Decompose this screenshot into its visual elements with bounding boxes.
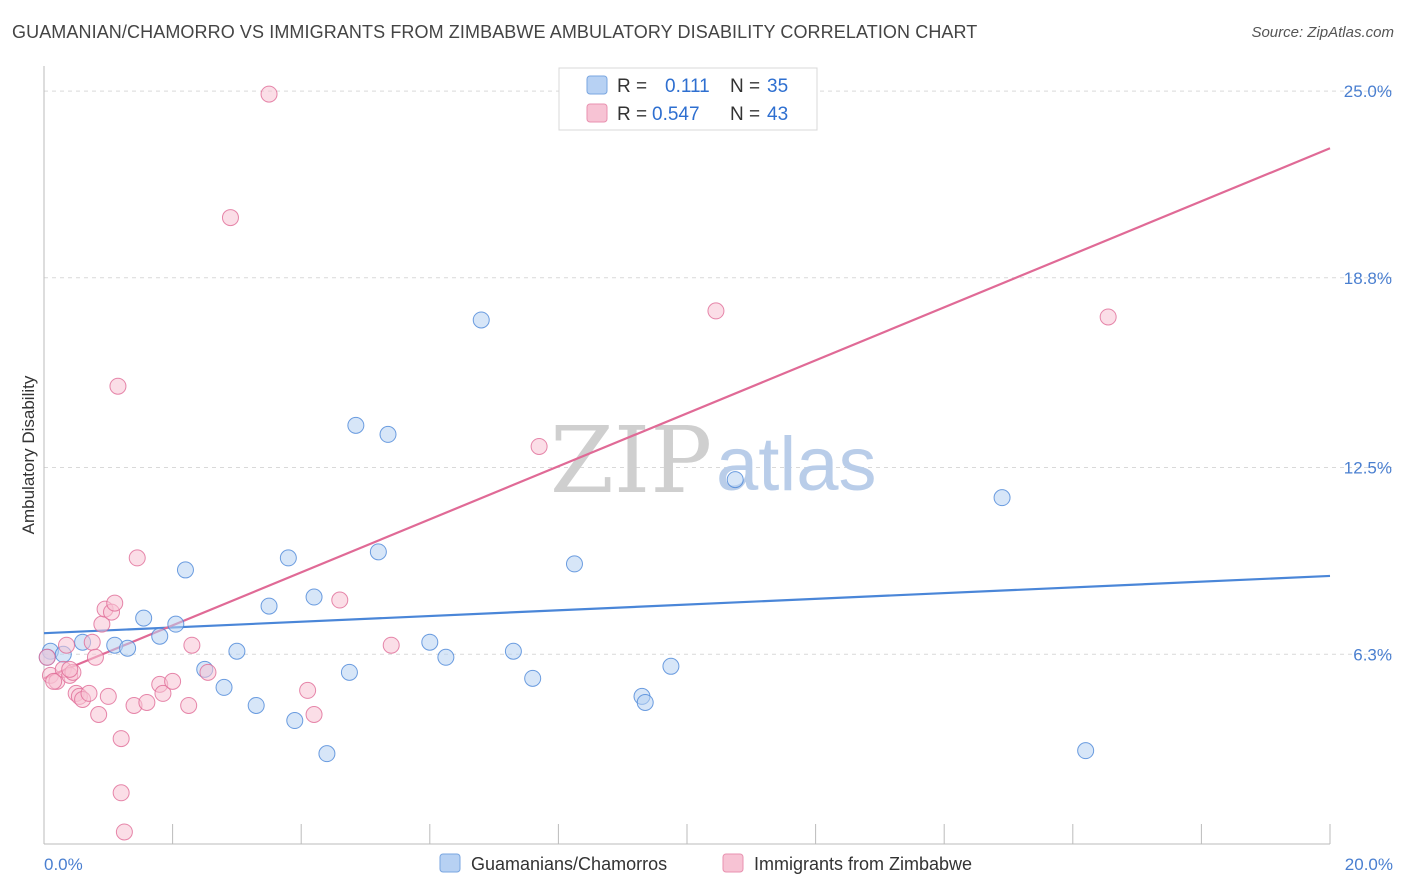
point-guamanian bbox=[347, 416, 365, 434]
point-zimbabwe bbox=[115, 823, 133, 841]
point-guamanian bbox=[279, 549, 297, 567]
point-zimbabwe bbox=[138, 693, 156, 711]
bottom-legend-label-guamanian: Guamanians/Chamorros bbox=[471, 854, 667, 874]
legend-n-value: 43 bbox=[767, 104, 788, 125]
point-guamanian bbox=[260, 597, 278, 615]
legend-n-label: N = bbox=[730, 104, 760, 125]
trend-line-zimbabwe bbox=[43, 147, 1331, 680]
point-zimbabwe bbox=[128, 549, 146, 567]
point-guamanian bbox=[305, 588, 323, 606]
point-zimbabwe bbox=[1099, 308, 1117, 326]
point-guamanian bbox=[228, 642, 246, 660]
point-zimbabwe bbox=[180, 696, 198, 714]
point-guamanian bbox=[472, 311, 490, 329]
legend-r-value: 0.547 bbox=[652, 104, 700, 125]
x-tick-label: 0.0% bbox=[44, 855, 83, 874]
point-guamanian bbox=[565, 555, 583, 573]
legend-swatch-guamanian bbox=[586, 75, 608, 95]
x-tick-label: 20.0% bbox=[1345, 855, 1393, 874]
x-tick-labels: 0.0% 20.0% bbox=[44, 855, 1393, 874]
legend-r-value: 0.111 bbox=[665, 76, 710, 97]
point-guamanian bbox=[504, 642, 522, 660]
point-zimbabwe bbox=[260, 85, 278, 103]
point-zimbabwe bbox=[382, 636, 400, 654]
data-points bbox=[38, 85, 1117, 841]
point-zimbabwe bbox=[109, 377, 127, 395]
point-zimbabwe bbox=[164, 672, 182, 690]
point-zimbabwe bbox=[90, 705, 108, 723]
y-tick-label: 6.3% bbox=[1353, 645, 1392, 664]
point-guamanian bbox=[1077, 742, 1095, 760]
point-guamanian bbox=[379, 425, 397, 443]
point-zimbabwe bbox=[112, 730, 130, 748]
point-zimbabwe bbox=[183, 636, 201, 654]
watermark-atlas: atlas bbox=[716, 422, 877, 507]
y-tick-label: 18.8% bbox=[1344, 269, 1392, 288]
point-guamanian bbox=[524, 669, 542, 687]
point-zimbabwe bbox=[86, 648, 104, 666]
point-guamanian bbox=[215, 678, 233, 696]
point-guamanian bbox=[662, 657, 680, 675]
point-guamanian bbox=[726, 471, 744, 489]
point-guamanian bbox=[167, 615, 185, 633]
point-zimbabwe bbox=[305, 705, 323, 723]
point-zimbabwe bbox=[154, 684, 172, 702]
point-zimbabwe bbox=[106, 594, 124, 612]
point-guamanian bbox=[421, 633, 439, 651]
y-tick-label: 12.5% bbox=[1344, 459, 1392, 478]
trend-line-guamanian bbox=[43, 574, 1331, 635]
point-guamanian bbox=[151, 627, 169, 645]
point-guamanian bbox=[119, 639, 137, 657]
point-zimbabwe bbox=[331, 591, 349, 609]
point-zimbabwe bbox=[58, 636, 76, 654]
trend-lines bbox=[43, 147, 1331, 680]
legend-n-value: 35 bbox=[767, 76, 788, 97]
chart-title: GUAMANIAN/CHAMORRO VS IMMIGRANTS FROM ZI… bbox=[12, 22, 978, 42]
stats-legend: R = 0.111 N = 35 R = 0.547 N = 43 bbox=[558, 67, 818, 131]
point-guamanian bbox=[318, 745, 336, 763]
point-guamanian bbox=[340, 663, 358, 681]
point-zimbabwe bbox=[99, 687, 117, 705]
point-zimbabwe bbox=[707, 302, 725, 320]
point-guamanian bbox=[286, 712, 304, 730]
point-zimbabwe bbox=[112, 784, 130, 802]
bottom-legend-swatch-zimbabwe bbox=[722, 853, 744, 873]
gridlines bbox=[44, 90, 1392, 655]
legend-r-label: R = bbox=[617, 104, 647, 125]
bottom-legend-swatch-guamanian bbox=[439, 853, 461, 873]
legend-swatch-zimbabwe bbox=[586, 103, 608, 123]
point-guamanian bbox=[437, 648, 455, 666]
y-tick-labels: 6.3% 12.5% 18.8% 25.0% bbox=[1344, 82, 1392, 664]
point-guamanian bbox=[176, 561, 194, 579]
point-zimbabwe bbox=[45, 672, 63, 690]
y-tick-label: 25.0% bbox=[1344, 82, 1392, 101]
source-label: Source: ZipAtlas.com bbox=[1251, 24, 1394, 41]
legend-r-label: R = bbox=[617, 76, 647, 97]
point-zimbabwe bbox=[61, 660, 79, 678]
axes bbox=[43, 66, 1331, 845]
series-legend: Guamanians/Chamorros Immigrants from Zim… bbox=[439, 853, 972, 874]
point-zimbabwe bbox=[221, 209, 239, 227]
point-guamanian bbox=[993, 489, 1011, 507]
point-zimbabwe bbox=[530, 437, 548, 455]
point-guamanian bbox=[247, 696, 265, 714]
legend-n-label: N = bbox=[730, 76, 760, 97]
point-zimbabwe bbox=[299, 681, 317, 699]
point-guamanian bbox=[135, 609, 153, 627]
point-guamanian bbox=[369, 543, 387, 561]
watermark: ZIP atlas bbox=[550, 407, 877, 514]
point-zimbabwe bbox=[83, 633, 101, 651]
point-guamanian bbox=[636, 693, 654, 711]
y-axis-label: Ambulatory Disability bbox=[19, 375, 38, 534]
watermark-zip: ZIP bbox=[550, 407, 712, 514]
point-zimbabwe bbox=[38, 648, 56, 666]
bottom-legend-label-zimbabwe: Immigrants from Zimbabwe bbox=[754, 854, 972, 874]
point-zimbabwe bbox=[80, 684, 98, 702]
point-zimbabwe bbox=[199, 663, 217, 681]
